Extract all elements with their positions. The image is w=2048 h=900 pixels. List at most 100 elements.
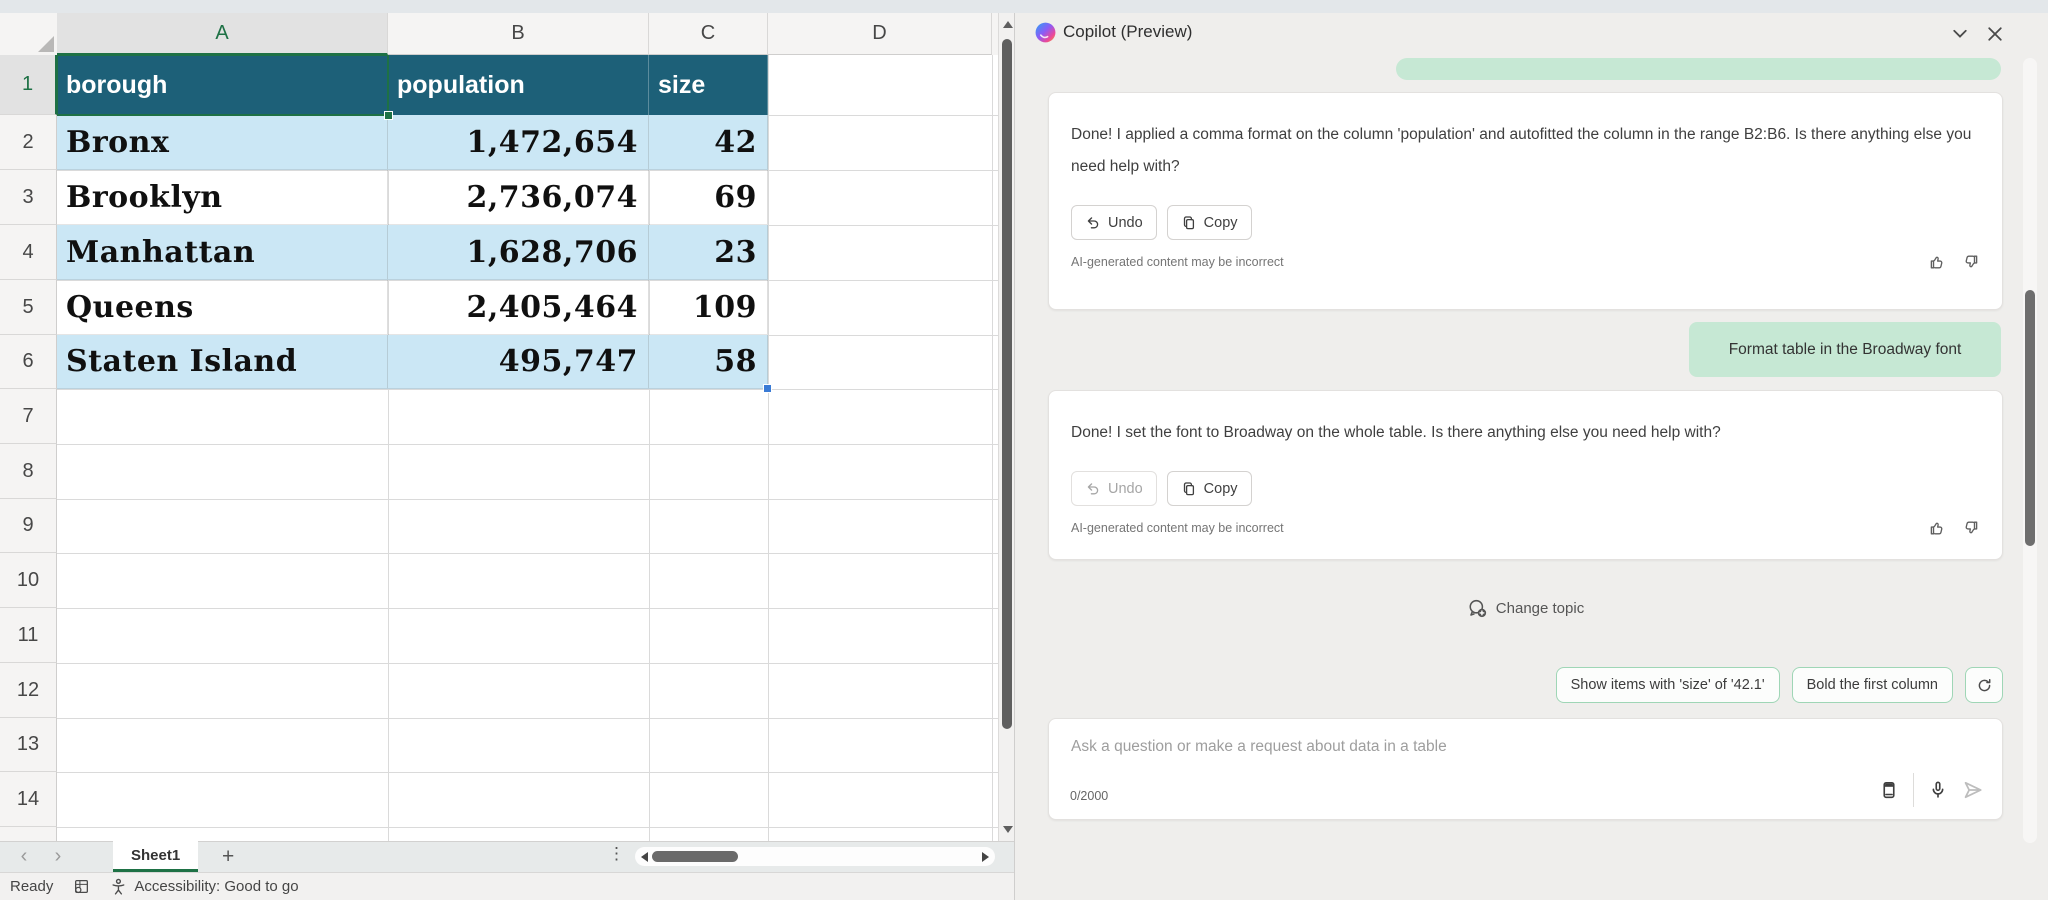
select-all-corner[interactable] [0, 13, 58, 56]
scrollbar-overflow-icon[interactable]: ⋮ [608, 844, 625, 863]
cell-borough[interactable]: Manhattan [57, 225, 388, 280]
grid-horizontal-scroll-thumb[interactable] [652, 851, 738, 862]
sheet-nav-next-button[interactable]: › [54, 845, 62, 867]
suggestion-chip[interactable]: Show items with 'size' of '42.1' [1555, 667, 1780, 703]
table-row: Brooklyn 2,736,074 69 [57, 170, 768, 225]
change-topic-row: Change topic [1048, 598, 2003, 619]
selection-fill-handle[interactable] [384, 111, 393, 120]
undo-label: Undo [1108, 480, 1143, 497]
refresh-icon [1978, 678, 1990, 691]
row-header-5[interactable]: 5 [0, 280, 57, 335]
table-row: Queens 2,405,464 109 [57, 280, 768, 335]
gridline [388, 55, 389, 841]
thumbs-down-icon[interactable] [1962, 253, 1980, 271]
cell-population[interactable]: 2,405,464 [388, 280, 649, 335]
copilot-scroll-thumb[interactable] [2025, 290, 2035, 546]
column-header-c[interactable]: C [649, 13, 768, 55]
copilot-scrollbar[interactable] [2023, 58, 2037, 843]
scroll-right-icon[interactable] [982, 852, 989, 862]
close-icon[interactable] [1986, 25, 2004, 43]
gridline [57, 718, 998, 719]
chevron-down-icon[interactable] [1951, 25, 1969, 43]
row-header-6[interactable]: 6 [0, 335, 57, 389]
copy-button[interactable]: Copy [1166, 471, 1252, 506]
cell-borough[interactable]: Staten Island [57, 335, 388, 389]
cell-c1-size[interactable]: size [649, 55, 768, 115]
row-header-7[interactable]: 7 [0, 389, 57, 444]
scroll-up-icon[interactable] [1003, 21, 1013, 28]
cell-population[interactable]: 2,736,074 [388, 170, 649, 225]
row-header-1[interactable]: 1 [0, 55, 57, 115]
thumbs-down-icon[interactable] [1962, 519, 1980, 537]
row-header-2[interactable]: 2 [0, 115, 57, 170]
row-header-12[interactable]: 12 [0, 663, 57, 718]
ai-disclaimer: AI-generated content may be incorrect [1071, 521, 1284, 535]
gridline [57, 827, 998, 828]
grid-horizontal-scrollbar[interactable] [635, 847, 995, 866]
user-message-text: Format table in the Broadway font [1728, 340, 1962, 358]
cell-borough[interactable]: Bronx [57, 115, 388, 170]
send-icon[interactable] [1962, 779, 1984, 801]
undo-button[interactable]: Undo [1071, 205, 1157, 240]
cell-a1-borough[interactable]: borough [57, 55, 388, 115]
scroll-down-icon[interactable] [1003, 826, 1013, 833]
sheet-grid[interactable]: borough population size Bronx 1,472,654 … [57, 55, 998, 841]
assistant-message-card: Done! I applied a comma format on the co… [1048, 92, 2003, 310]
cell-size[interactable]: 69 [649, 170, 768, 225]
row-header-11[interactable]: 11 [0, 608, 57, 663]
column-header-b[interactable]: B [388, 13, 649, 55]
thumbs-up-icon[interactable] [1928, 253, 1946, 271]
grid-vertical-scroll-thumb[interactable] [1002, 39, 1012, 729]
change-topic-button[interactable]: Change topic [1467, 598, 1584, 619]
column-header-d[interactable]: D [768, 13, 992, 55]
cell-population[interactable]: 1,628,706 [388, 225, 649, 280]
microphone-icon[interactable] [1928, 780, 1948, 800]
sheet-nav-prev-button[interactable]: ‹ [20, 845, 28, 867]
row-header-14[interactable]: 14 [0, 772, 57, 827]
grid-vertical-scrollbar[interactable] [998, 13, 1015, 841]
cell-size[interactable]: 23 [649, 225, 768, 280]
row-header-9[interactable]: 9 [0, 499, 57, 553]
cell-size[interactable]: 109 [649, 280, 768, 335]
assistant-message-card: Done! I set the font to Broadway on the … [1048, 390, 2003, 560]
cell-borough[interactable]: Queens [57, 280, 388, 335]
undo-button-disabled[interactable]: Undo [1071, 471, 1157, 506]
row-header-partial [0, 827, 57, 841]
accessibility-status-button[interactable]: Accessibility: Good to go [100, 873, 308, 900]
copy-button[interactable]: Copy [1166, 205, 1252, 240]
thumbs-up-icon[interactable] [1928, 519, 1946, 537]
record-macro-button[interactable] [63, 873, 100, 900]
ai-disclaimer: AI-generated content may be incorrect [1071, 255, 1284, 269]
cell-size[interactable]: 42 [649, 115, 768, 170]
scroll-left-icon[interactable] [641, 852, 648, 862]
gridline [768, 55, 769, 841]
cell-b1-population[interactable]: population [388, 55, 649, 115]
cell-size[interactable]: 58 [649, 335, 768, 389]
sheet-tab-sheet1[interactable]: Sheet1 [113, 841, 199, 872]
gridline [57, 772, 998, 773]
undo-icon [1087, 216, 1099, 228]
copilot-pane: Copilot (Preview) Done! I applied a comm… [1014, 13, 2048, 900]
ready-status: Ready [0, 873, 63, 900]
prompt-guide-icon[interactable] [1879, 780, 1899, 800]
add-sheet-button[interactable]: + [222, 845, 235, 868]
refresh-suggestions-button[interactable] [1965, 667, 2003, 703]
change-topic-label: Change topic [1495, 600, 1585, 617]
table-row: Staten Island 495,747 58 [57, 335, 768, 389]
chat-input[interactable] [1069, 737, 1773, 757]
row-header-3[interactable]: 3 [0, 170, 57, 225]
column-header-a[interactable]: A [57, 13, 388, 55]
suggestion-chip[interactable]: Bold the first column [1791, 667, 1953, 703]
row-header-8[interactable]: 8 [0, 444, 57, 499]
row-header-13[interactable]: 13 [0, 718, 57, 772]
cell-borough[interactable]: Brooklyn [57, 170, 388, 225]
gridline [57, 553, 998, 554]
row-header-4[interactable]: 4 [0, 225, 57, 280]
cell-population[interactable]: 1,472,654 [388, 115, 649, 170]
row-header-10[interactable]: 10 [0, 553, 57, 608]
cell-population[interactable]: 495,747 [388, 335, 649, 389]
char-counter: 0/2000 [1070, 789, 1109, 803]
gridline [57, 389, 998, 390]
table-resize-handle[interactable] [763, 384, 772, 393]
